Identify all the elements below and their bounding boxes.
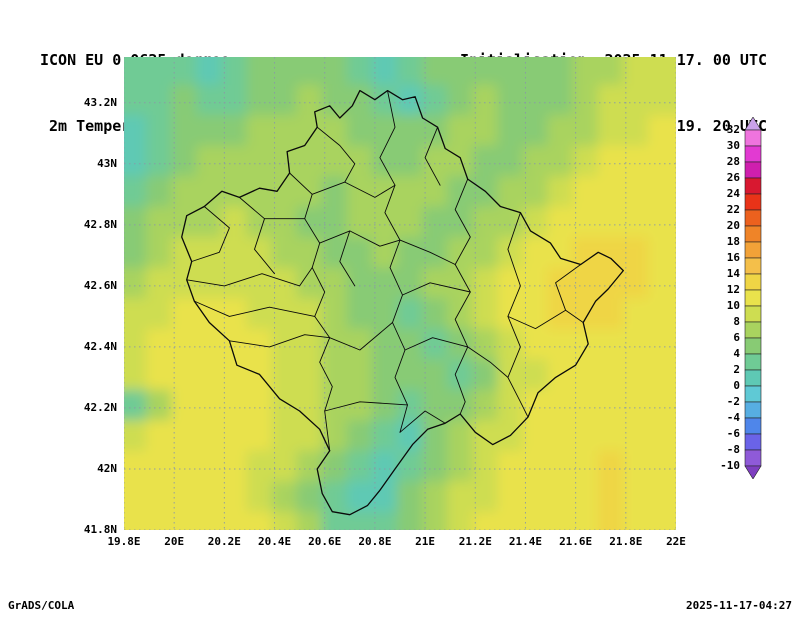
municipality-boundary: [324, 401, 408, 412]
y-tick-label: 42.6N: [83, 278, 117, 292]
colorbar-segment: [744, 369, 762, 387]
colorbar-tick-label: 30: [726, 139, 740, 152]
y-tick-label: 41.8N: [83, 523, 117, 536]
municipality-boundary: [329, 322, 393, 351]
colorbar-tick-label: 20: [726, 219, 740, 232]
colorbar-tick-label: 12: [726, 283, 740, 296]
colorbar-arrow-low: [744, 465, 762, 479]
colorbar-segment: [744, 193, 762, 211]
creation-timestamp: 2025-11-17-04:27: [686, 599, 792, 612]
y-tick-label: 43.2N: [83, 95, 117, 109]
colorbar-tick-label: 24: [726, 187, 740, 200]
colorbar-segment: [744, 177, 762, 195]
y-tick-label: 43N: [97, 156, 117, 170]
colorbar-tick-label: 6: [733, 331, 740, 344]
colorbar-segment: [744, 161, 762, 179]
x-tick-label: 21.8E: [609, 535, 643, 548]
map-plot-area: [124, 57, 676, 530]
colorbar-tick-label: 8: [733, 315, 740, 328]
colorbar-segment: [744, 289, 762, 307]
municipality-boundary: [467, 346, 509, 378]
colorbar-tick-label: 14: [726, 267, 740, 280]
colorbar-tick-label: -4: [726, 411, 740, 424]
grads-credit: GrADS/COLA: [8, 599, 75, 612]
municipality-boundary: [186, 267, 313, 287]
colorbar-tick-label: -10: [720, 459, 740, 472]
colorbar-segment: [744, 273, 762, 291]
municipality-boundary: [399, 239, 456, 265]
colorbar-segment: [744, 401, 762, 419]
x-tick-label: 20.4E: [257, 535, 292, 548]
country-boundary: [181, 89, 624, 516]
colorbar-tick-label: 0: [733, 379, 740, 392]
municipality-boundary: [339, 230, 356, 287]
municipality-boundary: [555, 264, 584, 323]
colorbar-tick-label: 4: [733, 347, 740, 360]
x-tick-label: 20E: [164, 535, 185, 548]
grid-lines: [124, 57, 676, 530]
colorbar-segment: [744, 385, 762, 403]
x-tick-label: 20.6E: [308, 535, 342, 548]
municipality-boundary: [191, 206, 230, 262]
colorbar-segment: [744, 209, 762, 227]
municipality-boundary: [454, 178, 471, 415]
x-tick-label: 21.2E: [458, 535, 492, 548]
colorbar-tick-label: -8: [726, 443, 740, 456]
colorbar-tick-label: 10: [726, 299, 740, 312]
colorbar-segment: [744, 353, 762, 371]
x-tick-label: 20.2E: [207, 535, 241, 548]
colorbar: [744, 117, 762, 479]
x-tick-label: 21E: [415, 535, 436, 548]
colorbar-arrow-high: [744, 117, 762, 131]
temperature-map: [124, 57, 676, 530]
colorbar-segment: [744, 305, 762, 323]
colorbar-segment: [744, 257, 762, 275]
municipality-boundary: [254, 218, 275, 275]
colorbar-tick-label: -6: [726, 427, 740, 440]
municipality-boundary: [379, 90, 408, 433]
municipality-boundary: [424, 126, 441, 186]
colorbar-segment: [744, 241, 762, 259]
colorbar-segment: [744, 145, 762, 163]
colorbar-segment: [744, 337, 762, 355]
colorbar-segment: [744, 417, 762, 435]
municipality-boundary: [316, 126, 356, 183]
colorbar-segment: [744, 129, 762, 147]
x-tick-label: 22E: [666, 535, 686, 548]
colorbar-segment: [744, 225, 762, 243]
y-tick-label: 42.2N: [83, 400, 117, 414]
x-tick-label: 21.4E: [508, 535, 543, 548]
municipality-boundary: [193, 300, 316, 317]
x-tick-label: 21.6E: [559, 535, 593, 548]
municipality-boundary: [311, 181, 396, 198]
colorbar-tick-label: 2: [733, 363, 740, 376]
municipality-boundary: [404, 337, 469, 351]
municipality-boundary: [289, 172, 333, 452]
kosovo-borders: [181, 89, 624, 516]
colorbar-tick-label: -2: [726, 395, 740, 408]
municipality-boundary: [402, 282, 471, 296]
municipality-boundary: [399, 410, 446, 433]
colorbar-tick-label: 22: [726, 203, 740, 216]
x-tick-label: 20.8E: [358, 535, 392, 548]
colorbar-segment: [744, 321, 762, 339]
colorbar-segment: [744, 433, 762, 451]
municipality-boundary: [507, 212, 529, 418]
colorbar-tick-label: 16: [726, 251, 740, 264]
colorbar-tick-label: 32: [726, 123, 740, 136]
colorbar-tick-label: 18: [726, 235, 740, 248]
colorbar-segment: [744, 449, 762, 467]
temperature-field: [124, 57, 676, 530]
municipality-boundary: [319, 230, 401, 247]
y-tick-label: 42.4N: [83, 339, 117, 353]
colorbar-tick-label: 28: [726, 155, 740, 168]
municipality-boundary: [228, 334, 331, 348]
y-tick-label: 42.8N: [83, 217, 117, 231]
colorbar-tick-label: 26: [726, 171, 740, 184]
y-tick-label: 42N: [97, 461, 117, 475]
x-tick-label: 19.8E: [107, 535, 141, 548]
municipality-boundary: [507, 309, 567, 330]
